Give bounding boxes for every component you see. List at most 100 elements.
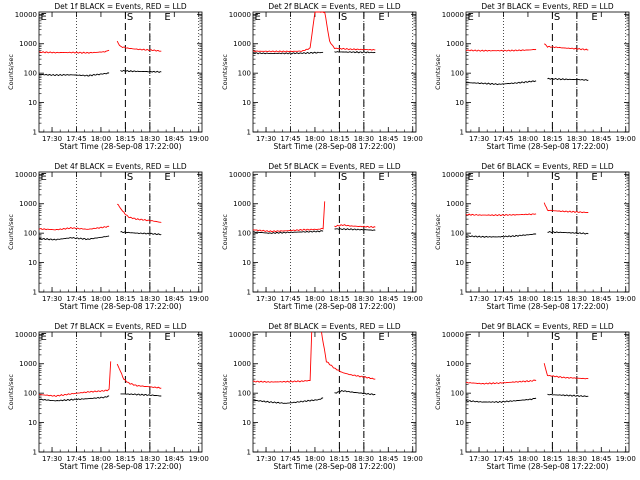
x-tick-label: 18:00	[305, 295, 325, 303]
x-tick-label: 17:30	[256, 135, 276, 143]
x-tick-label: 19:00	[403, 135, 423, 143]
events-series-line	[334, 228, 376, 231]
y-tick-label: 100	[24, 230, 37, 238]
y-tick-label: 10	[28, 259, 37, 267]
x-tick-label: 17:30	[469, 135, 489, 143]
x-axis-label: Start Time (28-Sep-08 17:22:00)	[60, 302, 182, 311]
event-marker-label: E	[378, 12, 384, 23]
event-marker-label: E	[41, 172, 47, 183]
x-tick-label: 18:30	[567, 135, 587, 143]
events-series-line	[465, 233, 537, 238]
x-axis-label: Start Time (28-Sep-08 17:22:00)	[60, 462, 182, 471]
y-tick-label: 10	[455, 419, 464, 427]
event-marker-label: E	[591, 172, 597, 183]
x-tick-label: 18:30	[354, 455, 374, 463]
x-tick-label: 17:45	[66, 455, 86, 463]
event-marker-label: E	[164, 332, 170, 343]
panel-det-8: Det 8f BLACK = Events, RED = LLD 1 10 100 10…	[221, 322, 423, 471]
y-tick-label: 100	[238, 390, 251, 398]
x-tick-label: 18:15	[115, 455, 135, 463]
x-tick-label: 18:45	[164, 135, 184, 143]
x-tick-label: 17:30	[256, 455, 276, 463]
y-tick-label: 1	[33, 449, 37, 457]
x-tick-label: 18:45	[378, 295, 398, 303]
lld-series-line	[252, 331, 313, 383]
x-tick-label: 18:30	[354, 295, 374, 303]
x-tick-label: 18:00	[518, 295, 538, 303]
y-tick-label: 100	[238, 230, 251, 238]
x-tick-label: 17:30	[256, 295, 276, 303]
events-series-line	[465, 80, 537, 86]
panel-det-9: Det 9f BLACK = Events, RED = LLD 1 10 100 10…	[434, 322, 636, 471]
y-tick-label: 1000	[233, 40, 251, 48]
panel-title: Det 2f BLACK = Events, RED = LLD	[268, 2, 401, 11]
y-tick-label: 100	[451, 390, 464, 398]
lld-series-line	[252, 11, 376, 53]
x-tick-label: 18:00	[91, 295, 111, 303]
lld-series-line	[38, 225, 110, 231]
y-axis-label: Counts/sec	[221, 54, 229, 90]
plot-frame	[38, 11, 203, 133]
events-series-line	[120, 230, 162, 236]
lld-series-line	[116, 363, 162, 389]
x-tick-label: 19:00	[189, 135, 209, 143]
x-tick-label: 18:30	[567, 295, 587, 303]
y-axis-label: Counts/sec	[7, 374, 15, 410]
event-marker-label: E	[164, 172, 170, 183]
plot-frame	[252, 11, 417, 133]
x-tick-label: 18:15	[542, 455, 562, 463]
x-tick-label: 19:00	[616, 135, 636, 143]
y-tick-label: 100	[24, 70, 37, 78]
x-tick-label: 17:30	[469, 455, 489, 463]
x-tick-label: 18:45	[378, 455, 398, 463]
y-tick-label: 100	[24, 390, 37, 398]
x-axis-label: Start Time (28-Sep-08 17:22:00)	[487, 462, 609, 471]
x-tick-label: 18:45	[164, 455, 184, 463]
x-axis-label: Start Time (28-Sep-08 17:22:00)	[274, 462, 396, 471]
event-marker-label: E	[591, 332, 597, 343]
plot-frame	[465, 331, 630, 453]
x-tick-label: 19:00	[403, 295, 423, 303]
panel-det-5: Det 5f BLACK = Events, RED = LLD 1 10 100 10…	[221, 162, 423, 311]
y-tick-label: 1000	[233, 200, 251, 208]
x-tick-label: 18:30	[354, 135, 374, 143]
event-marker-label: S	[554, 172, 560, 183]
event-marker-label: E	[41, 332, 47, 343]
event-marker-label: E	[41, 12, 47, 23]
x-tick-label: 18:30	[140, 135, 160, 143]
x-axis-label: Start Time (28-Sep-08 17:22:00)	[274, 142, 396, 151]
y-axis-label: Counts/sec	[434, 54, 442, 90]
events-series-line	[334, 389, 376, 396]
x-tick-label: 18:15	[542, 135, 562, 143]
x-tick-label: 18:00	[91, 135, 111, 143]
x-tick-label: 17:45	[66, 135, 86, 143]
x-tick-label: 18:45	[591, 135, 611, 143]
y-tick-label: 10000	[229, 171, 251, 179]
x-tick-label: 18:00	[305, 135, 325, 143]
event-marker-label: S	[127, 172, 133, 183]
y-axis-label: Counts/sec	[434, 374, 442, 410]
events-series-line	[38, 72, 110, 77]
lld-series-line	[465, 379, 537, 385]
y-axis-label: Counts/sec	[7, 54, 15, 90]
x-tick-label: 18:15	[329, 295, 349, 303]
y-tick-label: 1	[247, 129, 251, 137]
y-tick-label: 1	[247, 289, 251, 297]
y-tick-label: 10000	[229, 331, 251, 339]
y-tick-label: 10	[28, 99, 37, 107]
event-marker-label: S	[127, 12, 133, 23]
lld-series-line	[321, 331, 376, 380]
y-tick-label: 10	[28, 419, 37, 427]
x-tick-label: 17:45	[493, 135, 513, 143]
x-tick-label: 17:30	[42, 455, 62, 463]
x-tick-label: 19:00	[616, 295, 636, 303]
y-axis-label: Counts/sec	[221, 214, 229, 250]
x-tick-label: 18:00	[91, 455, 111, 463]
plot-frame	[38, 331, 203, 453]
x-axis-label: Start Time (28-Sep-08 17:22:00)	[60, 142, 182, 151]
x-tick-label: 18:45	[591, 455, 611, 463]
event-marker-label: S	[554, 12, 560, 23]
panel-title: Det 9f BLACK = Events, RED = LLD	[481, 322, 614, 331]
events-series-line	[252, 229, 324, 234]
x-axis-label: Start Time (28-Sep-08 17:22:00)	[274, 302, 396, 311]
